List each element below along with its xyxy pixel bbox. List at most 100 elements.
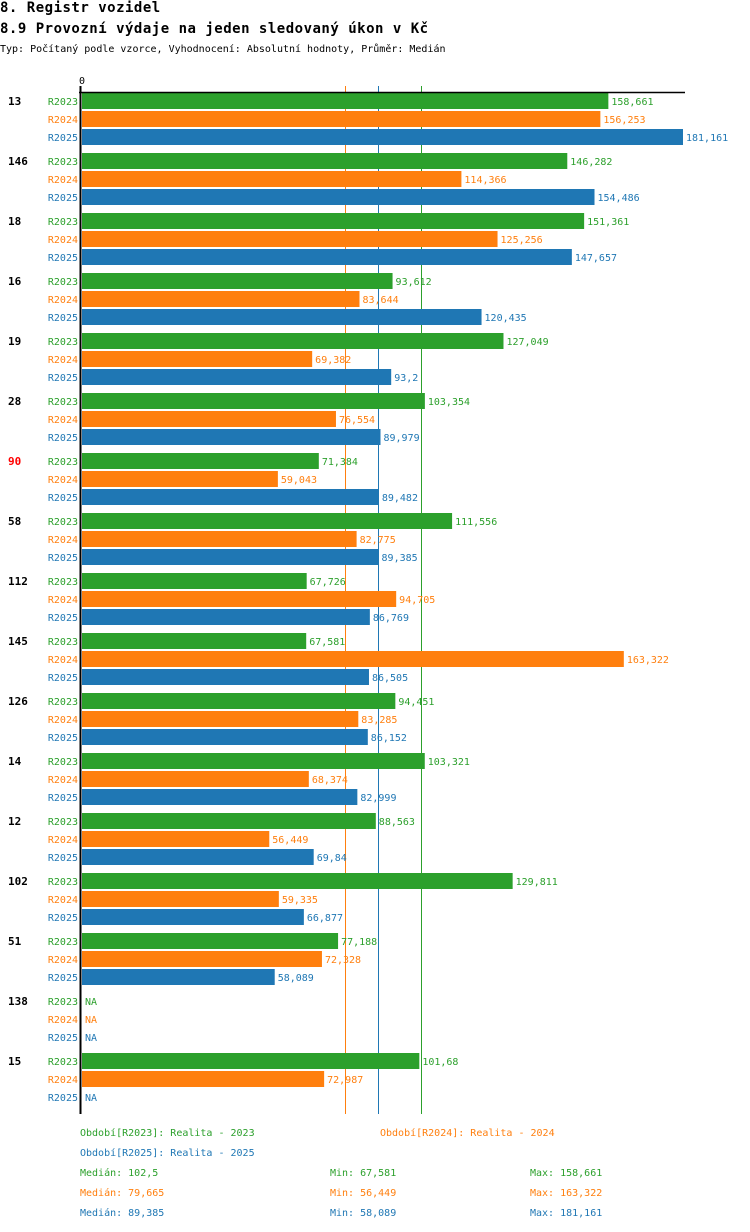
bar-r2024 xyxy=(82,471,278,487)
category-label: 14 xyxy=(8,755,22,768)
series-label-r2023: R2023 xyxy=(48,517,78,528)
series-label-r2024: R2024 xyxy=(48,535,78,546)
series-label-r2025: R2025 xyxy=(48,973,78,984)
value-label-r2023: 151,361 xyxy=(587,217,629,228)
category-label: 58 xyxy=(8,515,21,528)
series-label-r2024: R2024 xyxy=(48,415,78,426)
value-label-r2025: 66,877 xyxy=(307,913,343,924)
bar-r2023 xyxy=(82,333,504,349)
series-label-r2023: R2023 xyxy=(48,157,78,168)
value-label-r2023: NA xyxy=(85,997,97,1008)
bar-r2023 xyxy=(82,933,339,949)
category-label: 102 xyxy=(8,875,28,888)
value-label-r2023: 158,661 xyxy=(611,97,653,108)
category-label: 18 xyxy=(8,215,21,228)
bar-r2023 xyxy=(82,1053,420,1069)
series-label-r2024: R2024 xyxy=(48,835,78,846)
bar-r2025 xyxy=(82,609,370,625)
bar-r2025 xyxy=(82,789,358,805)
series-label-r2023: R2023 xyxy=(48,997,78,1008)
series-label-r2025: R2025 xyxy=(48,1033,78,1044)
bar-r2023 xyxy=(82,273,393,289)
bar-r2025 xyxy=(82,369,392,385)
value-label-r2023: 88,563 xyxy=(379,817,415,828)
value-label-r2025: 69,84 xyxy=(317,853,347,864)
value-label-r2024: 72,987 xyxy=(327,1075,363,1086)
value-label-r2023: 111,556 xyxy=(455,517,497,528)
value-label-r2025: 82,999 xyxy=(360,793,396,804)
value-label-r2023: 94,451 xyxy=(398,697,434,708)
bar-r2024 xyxy=(82,291,360,307)
bar-r2024 xyxy=(82,111,601,127)
value-label-r2025: NA xyxy=(85,1033,97,1044)
category-label: 19 xyxy=(8,335,21,348)
series-label-r2023: R2023 xyxy=(48,217,78,228)
value-label-r2025: 58,089 xyxy=(278,973,314,984)
series-label-r2024: R2024 xyxy=(48,715,78,726)
value-label-r2023: 146,282 xyxy=(570,157,612,168)
value-label-r2024: 114,366 xyxy=(464,175,506,186)
value-label-r2024: 59,043 xyxy=(281,475,317,486)
value-label-r2025: 120,435 xyxy=(485,313,527,324)
series-label-r2024: R2024 xyxy=(48,235,78,246)
bar-r2025 xyxy=(82,729,368,745)
bar-r2023 xyxy=(82,873,513,889)
series-label-r2023: R2023 xyxy=(48,1057,78,1068)
series-label-r2024: R2024 xyxy=(48,355,78,366)
value-label-r2024: 72,328 xyxy=(325,955,361,966)
bar-r2024 xyxy=(82,711,359,727)
value-label-r2023: 71,384 xyxy=(322,457,358,468)
value-label-r2024: NA xyxy=(85,1015,97,1026)
category-label: 145 xyxy=(8,635,28,648)
bar-r2023 xyxy=(82,93,609,109)
bar-r2025 xyxy=(82,489,379,505)
value-label-r2025: 89,482 xyxy=(382,493,418,504)
bar-r2023 xyxy=(82,393,425,409)
category-label: 15 xyxy=(8,1055,21,1068)
category-label: 90 xyxy=(8,455,21,468)
series-label-r2024: R2024 xyxy=(48,1015,78,1026)
value-label-r2024: 163,322 xyxy=(627,655,669,666)
chart-title: 8.9 Provozní výdaje na jeden sledovaný ú… xyxy=(0,21,429,37)
bar-r2025 xyxy=(82,309,482,325)
value-label-r2025: 86,769 xyxy=(373,613,409,624)
series-label-r2025: R2025 xyxy=(48,133,78,144)
bar-r2024 xyxy=(82,771,309,787)
value-label-r2023: 127,049 xyxy=(506,337,548,348)
bar-r2025 xyxy=(82,909,304,925)
value-label-r2024: 68,374 xyxy=(312,775,348,786)
series-label-r2025: R2025 xyxy=(48,253,78,264)
bar-r2023 xyxy=(82,633,307,649)
bar-r2023 xyxy=(82,753,425,769)
bar-r2024 xyxy=(82,531,357,547)
value-label-r2024: 156,253 xyxy=(603,115,645,126)
series-label-r2023: R2023 xyxy=(48,577,78,588)
value-label-r2025: 147,657 xyxy=(575,253,617,264)
value-label-r2024: 56,449 xyxy=(272,835,308,846)
series-label-r2024: R2024 xyxy=(48,115,78,126)
category-label: 51 xyxy=(8,935,22,948)
bar-r2024 xyxy=(82,591,397,607)
legend-r2024: Období[R2024]: Realita - 2024 xyxy=(380,1128,555,1139)
bar-r2024 xyxy=(82,411,336,427)
legend-r2023: Období[R2023]: Realita - 2023 xyxy=(80,1128,255,1139)
value-label-r2023: 103,354 xyxy=(428,397,470,408)
bar-r2023 xyxy=(82,693,396,709)
series-label-r2025: R2025 xyxy=(48,433,78,444)
bar-r2025 xyxy=(82,129,683,145)
bar-r2024 xyxy=(82,351,313,367)
series-label-r2023: R2023 xyxy=(48,397,78,408)
category-label: 146 xyxy=(8,155,28,168)
series-label-r2023: R2023 xyxy=(48,97,78,108)
series-label-r2024: R2024 xyxy=(48,475,78,486)
stat-median-r2023: Medián: 102,5 xyxy=(80,1168,159,1179)
series-label-r2023: R2023 xyxy=(48,877,78,888)
bar-r2023 xyxy=(82,813,376,829)
value-label-r2023: 93,612 xyxy=(396,277,432,288)
value-label-r2023: 103,321 xyxy=(428,757,470,768)
value-label-r2024: 94,705 xyxy=(399,595,435,606)
series-label-r2025: R2025 xyxy=(48,673,78,684)
bar-r2023 xyxy=(82,573,307,589)
bar-r2025 xyxy=(82,969,275,985)
